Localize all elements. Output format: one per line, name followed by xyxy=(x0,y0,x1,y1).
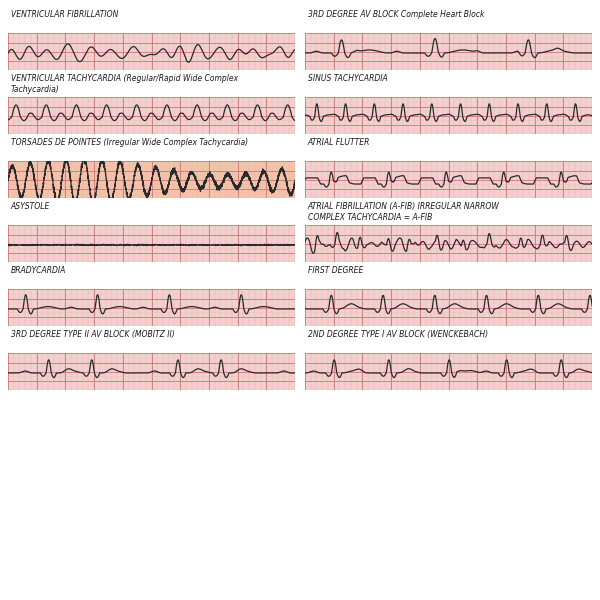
Text: VENTRICULAR FIBRILLATION: VENTRICULAR FIBRILLATION xyxy=(11,10,118,19)
Text: ATRIAL FLUTTER: ATRIAL FLUTTER xyxy=(308,138,370,147)
Text: 2ND DEGREE TYPE I AV BLOCK (WENCKEBACH): 2ND DEGREE TYPE I AV BLOCK (WENCKEBACH) xyxy=(308,330,488,339)
Text: BRADYCARDIA: BRADYCARDIA xyxy=(11,266,66,275)
Text: FIRST DEGREE: FIRST DEGREE xyxy=(308,266,363,275)
Text: TORSADES DE POINTES (Irregular Wide Complex Tachycardia): TORSADES DE POINTES (Irregular Wide Comp… xyxy=(11,138,248,147)
Text: VENTRICULAR TACHYCARDIA (Regular/Rapid Wide Complex
Tachycardia): VENTRICULAR TACHYCARDIA (Regular/Rapid W… xyxy=(11,74,238,94)
Text: SINUS TACHYCARDIA: SINUS TACHYCARDIA xyxy=(308,74,388,83)
Text: 3RD DEGREE AV BLOCK Complete Heart Block: 3RD DEGREE AV BLOCK Complete Heart Block xyxy=(308,10,484,19)
Text: 3RD DEGREE TYPE II AV BLOCK (MOBITZ II): 3RD DEGREE TYPE II AV BLOCK (MOBITZ II) xyxy=(11,330,175,339)
Text: ATRIAL FIBRILLATION (A-FIB) IRREGULAR NARROW
COMPLEX TACHYCARDIA = A-FIB: ATRIAL FIBRILLATION (A-FIB) IRREGULAR NA… xyxy=(308,202,500,221)
Text: ASYSTOLE: ASYSTOLE xyxy=(11,202,50,211)
